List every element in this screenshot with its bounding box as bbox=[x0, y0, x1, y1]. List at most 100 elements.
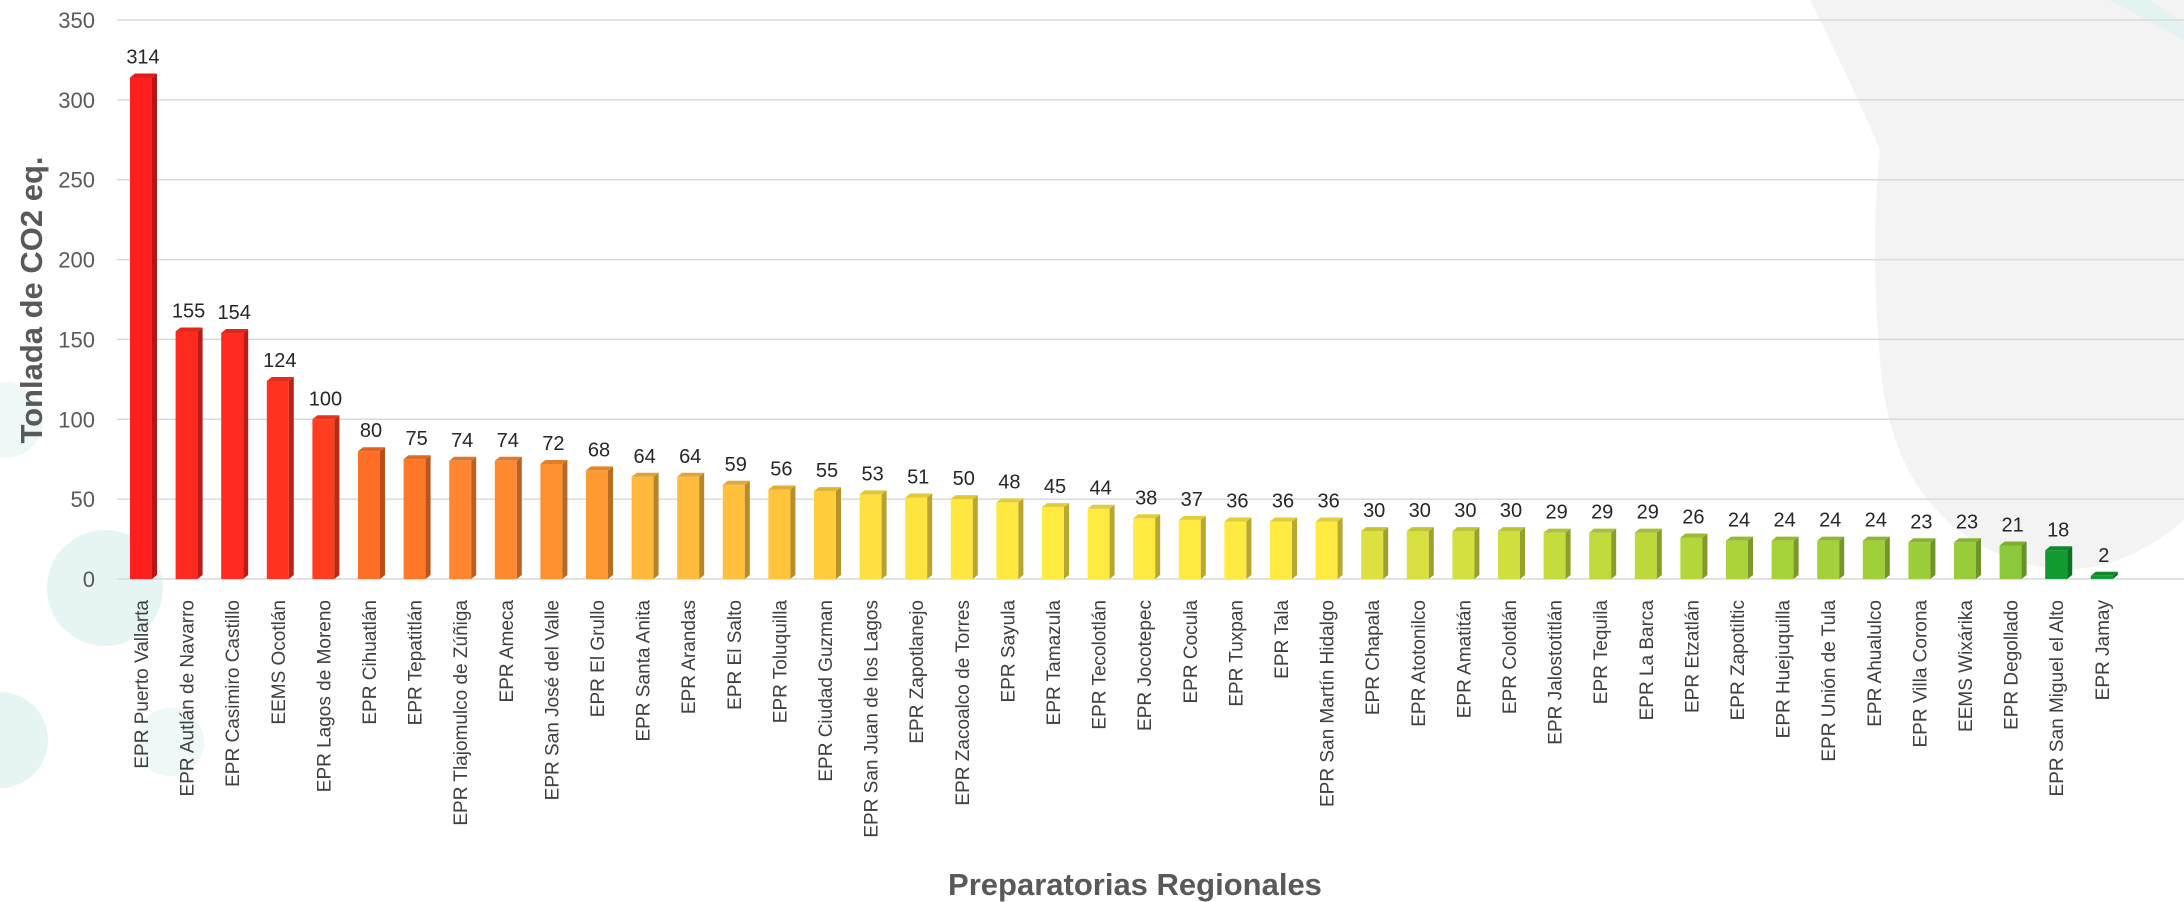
bar bbox=[312, 415, 340, 579]
data-label: 21 bbox=[2001, 514, 2023, 536]
bar-side bbox=[1200, 515, 1206, 579]
category-label: EPR Tamazula bbox=[1044, 600, 1065, 726]
category-label: EPR Zacoalco de Torres bbox=[953, 600, 974, 806]
bar-front bbox=[221, 333, 244, 579]
decor-silhouette bbox=[1810, 0, 2184, 570]
bar bbox=[1315, 517, 1343, 579]
bar-top bbox=[859, 490, 887, 495]
category-label: EEMS Wixárika bbox=[1956, 600, 1977, 732]
data-label: 36 bbox=[1226, 491, 1248, 513]
category-label: EPR Colotlán bbox=[1500, 600, 1521, 714]
category-label: EPR Tuxpan bbox=[1226, 600, 1247, 707]
data-label: 24 bbox=[1865, 510, 1887, 532]
bars bbox=[130, 73, 2118, 580]
bar bbox=[1817, 536, 1845, 579]
bar-side bbox=[1520, 527, 1525, 579]
bar-front bbox=[494, 460, 517, 579]
category-label: EPR Tecolotlán bbox=[1090, 600, 1111, 730]
data-label: 24 bbox=[1819, 510, 1841, 532]
bar-front bbox=[1042, 507, 1064, 579]
category-label: EPR Villa Corona bbox=[1910, 600, 1931, 748]
bar-front bbox=[2090, 575, 2113, 579]
bar-front bbox=[1224, 521, 1247, 579]
bar-front bbox=[859, 494, 882, 579]
bar-side bbox=[653, 472, 659, 579]
bar-front bbox=[996, 502, 1019, 579]
bar bbox=[1680, 533, 1708, 579]
data-label: 44 bbox=[1089, 478, 1111, 500]
bar-side bbox=[152, 73, 157, 580]
category-label: EPR Casimiro Castillo bbox=[223, 600, 244, 787]
bar-front bbox=[1862, 540, 1885, 579]
category-label: EPR Chapala bbox=[1363, 600, 1384, 716]
bar bbox=[1224, 517, 1252, 579]
bar-side bbox=[927, 493, 933, 579]
bar bbox=[1908, 538, 1936, 579]
data-label: 29 bbox=[1591, 502, 1613, 524]
category-label: EPR Tepatitlán bbox=[406, 600, 427, 725]
bar-top bbox=[1452, 527, 1480, 532]
bar-side bbox=[744, 480, 750, 579]
data-label: 68 bbox=[588, 439, 610, 461]
bar bbox=[814, 487, 841, 579]
bar bbox=[1133, 514, 1161, 579]
bar-side bbox=[288, 376, 294, 579]
bar bbox=[677, 472, 705, 579]
bar bbox=[586, 466, 613, 579]
data-label: 74 bbox=[497, 430, 519, 452]
bar bbox=[130, 73, 157, 580]
bar-front bbox=[175, 331, 198, 579]
bar-top bbox=[1908, 538, 1936, 543]
bar-top bbox=[1498, 527, 1525, 532]
category-label: EPR Jalostotitlán bbox=[1546, 600, 1567, 745]
bar-top bbox=[1680, 533, 1708, 538]
bar-side bbox=[1611, 528, 1617, 579]
bar bbox=[1178, 515, 1206, 579]
bar-top bbox=[814, 487, 841, 492]
bar-top bbox=[358, 447, 385, 452]
bar-top bbox=[2045, 546, 2073, 551]
bar-top bbox=[494, 456, 522, 461]
category-label: EPR Tala bbox=[1272, 600, 1293, 679]
bar-side bbox=[1064, 503, 1069, 579]
data-label: 38 bbox=[1135, 487, 1157, 509]
bar-front bbox=[950, 499, 973, 579]
bar-top bbox=[1543, 528, 1571, 533]
bar-top bbox=[1862, 536, 1890, 541]
data-label: 37 bbox=[1181, 489, 1203, 511]
bar bbox=[1589, 528, 1617, 579]
bar-side bbox=[1839, 536, 1845, 579]
bar-front bbox=[1726, 540, 1748, 579]
bar-front bbox=[768, 489, 791, 579]
bar bbox=[996, 498, 1024, 579]
bar-side bbox=[1428, 527, 1434, 579]
bar-side bbox=[1565, 528, 1571, 579]
bar bbox=[1361, 527, 1389, 579]
bar-side bbox=[1930, 538, 1936, 579]
bar-side bbox=[1656, 528, 1662, 579]
data-label: 23 bbox=[1956, 511, 1978, 533]
bar-top bbox=[1589, 528, 1617, 533]
category-label: EPR Toluquilla bbox=[770, 600, 791, 724]
bar-side bbox=[2021, 541, 2027, 579]
data-label: 36 bbox=[1317, 491, 1339, 513]
bar bbox=[1634, 528, 1662, 579]
bar-front bbox=[722, 484, 745, 579]
data-label: 30 bbox=[1363, 500, 1385, 522]
category-label: EPR Ciudad Guzman bbox=[816, 600, 837, 782]
category-label: EPR Sayula bbox=[998, 600, 1019, 703]
bar-top bbox=[1954, 538, 1981, 543]
data-label: 23 bbox=[1910, 511, 1932, 533]
category-label: EPR Santa Anita bbox=[634, 600, 655, 742]
bar-front bbox=[1908, 542, 1931, 579]
bar-side bbox=[471, 456, 477, 579]
category-label: EPR Amatitán bbox=[1454, 600, 1475, 718]
category-label: EPR Lagos de Moreno bbox=[314, 600, 335, 792]
data-label: 72 bbox=[542, 433, 564, 455]
data-label: 18 bbox=[2047, 519, 2069, 541]
bar bbox=[266, 376, 294, 579]
bar-side bbox=[1155, 514, 1161, 579]
data-label: 74 bbox=[451, 430, 473, 452]
data-label: 55 bbox=[816, 460, 838, 482]
